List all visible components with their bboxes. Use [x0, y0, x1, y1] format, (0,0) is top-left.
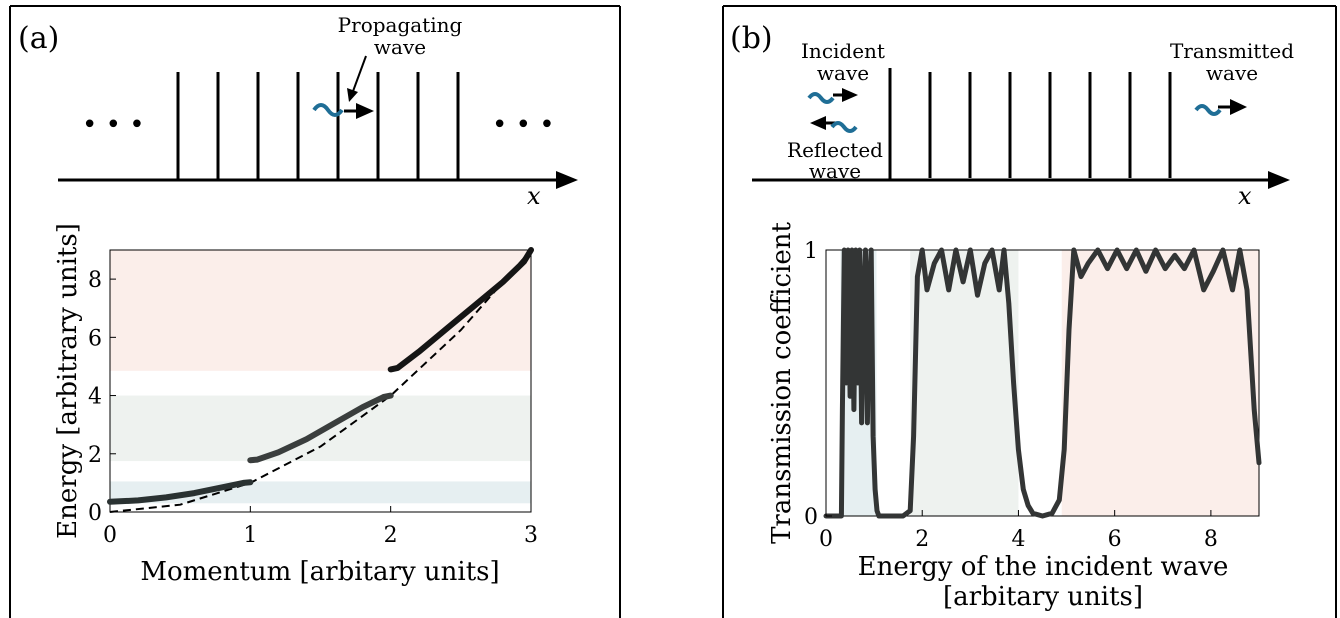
plot-frame-a	[109, 249, 532, 513]
incident-wave-label: Incident wave	[801, 39, 885, 85]
propagating-wave-icon	[312, 103, 344, 117]
propagating-arrow-icon	[356, 103, 374, 119]
y-tick-label-3: 6	[88, 326, 102, 351]
y-tick-label-0: 0	[804, 505, 818, 530]
panel-a-label: (a)	[18, 21, 59, 56]
x-axis-arrowhead-a	[556, 171, 578, 189]
schematic-b: x Incident wave Reflected wave Transmitted…	[752, 39, 1294, 210]
barriers-a	[176, 72, 460, 180]
x-axis-title-b: Energy of the incident wave [arbitary uni…	[858, 552, 1229, 612]
x-tick-label-3: 3	[524, 523, 538, 548]
band-1	[910, 250, 1019, 516]
incident-arrow-icon	[842, 88, 858, 102]
ticks-b: 0 2 4 6 8 0 1	[804, 239, 1218, 552]
x-tick-label-1: 2	[915, 527, 929, 552]
band-2	[110, 250, 531, 371]
y-tick-label-1: 1	[804, 239, 818, 264]
y-axis-title-b: Transmission coefficient	[767, 222, 797, 544]
x-tick-label-2: 4	[1011, 527, 1025, 552]
reflected-wave-icon	[830, 121, 858, 133]
y-tick-label-1: 2	[88, 443, 102, 468]
series-0	[823, 247, 1262, 519]
free-particle-reference-line	[109, 249, 532, 513]
y-tick-label-0: 0	[88, 501, 102, 526]
propagating-wave-label: Propagating wave	[338, 13, 463, 59]
barriers-b	[888, 68, 1172, 180]
ellipsis-left: • • •	[82, 110, 145, 140]
x-tick-label-3: 6	[1108, 527, 1122, 552]
y-axis-title-a: Energy [arbitrary units]	[53, 223, 83, 539]
panel-b-frame	[722, 5, 1337, 618]
transmitted-arrow-icon	[1230, 99, 1247, 115]
reflected-arrow-icon	[810, 116, 826, 130]
y-tick-label-2: 4	[88, 385, 102, 410]
x-tick-label-0: 0	[819, 527, 833, 552]
x-tick-label-2: 2	[384, 523, 398, 548]
annotation-arrow	[351, 55, 367, 95]
ticks-a: 0 1 2 3 0 2 4 6 8	[88, 268, 538, 548]
incident-wave-icon	[807, 92, 835, 104]
series-2	[387, 247, 534, 373]
ellipsis-right: • • •	[492, 110, 555, 140]
x-tick-label-1: 1	[243, 523, 257, 548]
band-structure-chart: 0 1 2 3 0 2 4 6 8 Momentum [arbitary units] Ener…	[53, 223, 538, 587]
transmission-series	[823, 247, 1262, 519]
transmission-chart: 0 2 4 6 8 0 1 Energy of the incident wave [arbi…	[767, 222, 1262, 612]
x-tick-label-4: 8	[1204, 527, 1218, 552]
dispersion-series	[107, 247, 534, 505]
x-axis-title-a: Momentum [arbitary units]	[140, 557, 499, 587]
reflected-wave-label: Reflected wave	[787, 138, 883, 183]
x-axis-label-b: x	[1238, 182, 1252, 210]
x-axis-arrowhead-b	[1268, 171, 1290, 189]
band-2	[1061, 250, 1259, 516]
y-tick-label-4: 8	[88, 268, 102, 293]
series-0	[107, 479, 254, 505]
energy-bands-a	[110, 250, 531, 504]
schematic-a: x • • • • • • Propagating wave	[58, 13, 578, 210]
energy-bands-b	[840, 250, 1259, 516]
series-1	[247, 392, 394, 464]
x-tick-label-0: 0	[103, 523, 117, 548]
band-0	[110, 481, 531, 504]
transmitted-wave-icon	[1194, 104, 1222, 116]
panel-a-frame	[9, 5, 621, 618]
transmitted-wave-label: Transmitted wave	[1170, 39, 1294, 85]
x-axis-label-a: x	[527, 182, 541, 210]
panel-b-label: (b)	[730, 21, 773, 56]
